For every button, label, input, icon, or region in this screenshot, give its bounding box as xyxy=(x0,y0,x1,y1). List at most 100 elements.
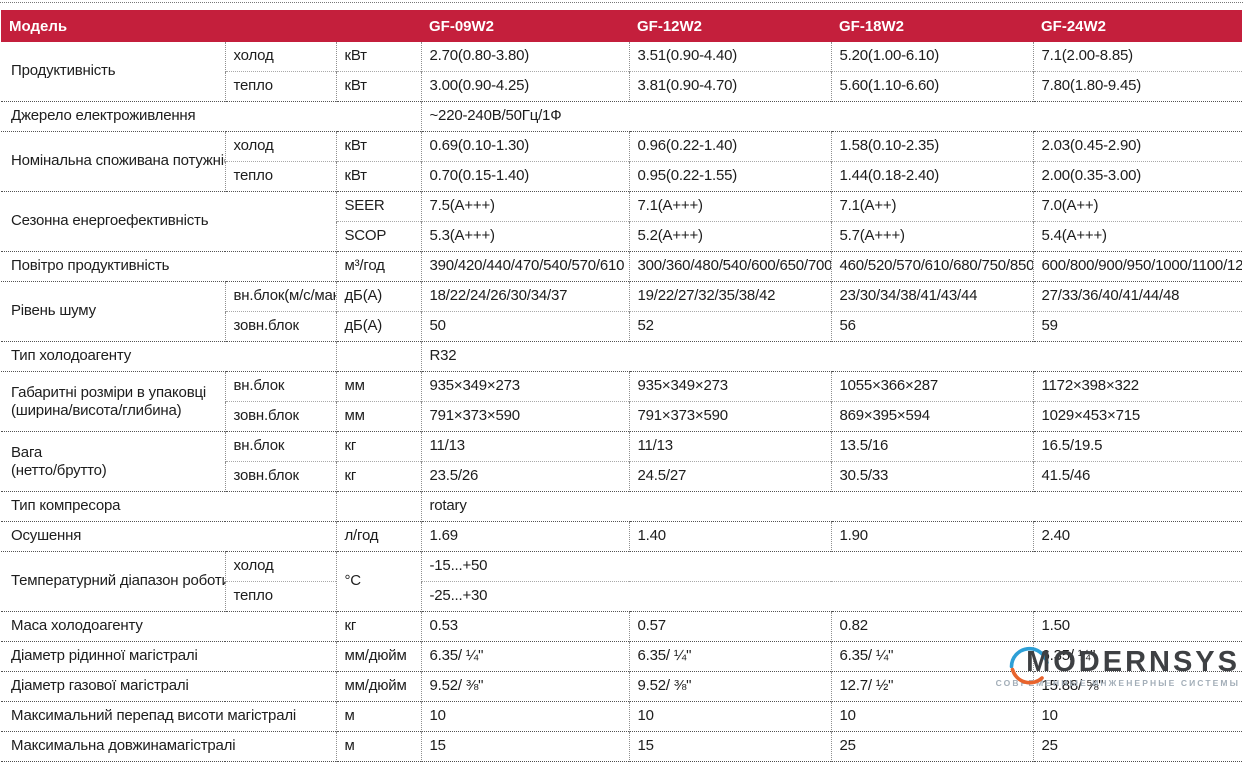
unit-label: SCOP xyxy=(335,221,421,252)
value-cell: 15 xyxy=(420,731,629,762)
value-cell: 19/22/27/32/35/38/42 xyxy=(628,281,831,312)
value-cell: 1055×366×287 xyxy=(830,371,1033,402)
value-cell: 24.5/27 xyxy=(628,461,831,492)
param-name: Джерело електроживлення xyxy=(1,101,421,132)
value-cell: 869×395×594 xyxy=(830,401,1033,432)
param-name: Тип холодоагенту xyxy=(1,341,336,372)
sub-label: тепло xyxy=(224,161,336,192)
unit-label: кг xyxy=(335,461,421,492)
value-cell: 27/33/36/40/41/44/48 xyxy=(1032,281,1242,312)
value-cell: 3.00(0.90-4.25) xyxy=(420,71,629,102)
unit-label: мм xyxy=(335,371,421,402)
value-cell: 23/30/34/38/41/43/44 xyxy=(830,281,1033,312)
value-cell: 300/360/480/540/600/650/700 xyxy=(628,251,831,282)
row-max-height-difference: Максимальний перепад висоти магістралі м… xyxy=(1,701,1242,732)
value-cell: 6.35/ ¼" xyxy=(628,641,831,672)
value-cell: 10 xyxy=(830,701,1033,732)
value-cell: 7.1(A++) xyxy=(830,191,1033,222)
table-header-row: Модель GF-09W2 GF-12W2 GF-18W2 GF-24W2 xyxy=(1,10,1242,42)
unit-label: дБ(А) xyxy=(335,281,421,312)
model-header-gf18w2: GF-18W2 xyxy=(831,10,1033,42)
model-header-gf24w2: GF-24W2 xyxy=(1033,10,1242,42)
param-name: Осушення xyxy=(1,521,336,552)
row-scop: SCOP 5.3(A+++) 5.2(A+++) 5.7(A+++) 5.4(A… xyxy=(1,221,1242,252)
value-cell: 2.70(0.80-3.80) xyxy=(420,42,629,72)
row-compressor-type: Тип компресора rotary xyxy=(1,491,1242,522)
value-cell: 5.20(1.00-6.10) xyxy=(830,42,1033,72)
value-cell: 935×349×273 xyxy=(628,371,831,402)
value-cell: 6.35/ ¼" xyxy=(420,641,629,672)
logo-ring-blue-arc xyxy=(1009,646,1049,669)
value-cell: 1029×453×715 xyxy=(1032,401,1242,432)
value-cell: 56 xyxy=(830,311,1033,342)
value-cell: ~220-240В/50Гц/1Ф xyxy=(420,101,1242,132)
param-name-line1: Вага xyxy=(11,444,43,462)
param-name-line2: (нетто/брутто) xyxy=(11,461,107,479)
param-name: Температурний діапазон роботи xyxy=(1,551,225,612)
value-cell: -25...+30 xyxy=(420,581,1242,612)
logo-wordmark: MODERNSYS xyxy=(1026,646,1240,678)
unit-label: м xyxy=(335,731,421,762)
value-cell: 0.53 xyxy=(420,611,629,642)
param-name-line1: Габаритні розміри в упаковці xyxy=(11,384,206,402)
value-cell: R32 xyxy=(420,341,1242,372)
sub-label: вн.блок(м/с/мак) xyxy=(224,281,336,312)
value-cell: 10 xyxy=(1032,701,1242,732)
row-temp-range-heat: тепло -25...+30 xyxy=(1,581,1242,612)
row-productivity-heat: тепло кВт 3.00(0.90-4.25) 3.81(0.90-4.70… xyxy=(1,71,1242,102)
unit-label: SEER xyxy=(335,191,421,222)
value-cell: 3.51(0.90-4.40) xyxy=(628,42,831,72)
value-cell: 30.5/33 xyxy=(830,461,1033,492)
value-cell: 1.50 xyxy=(1032,611,1242,642)
value-cell: 18/22/24/26/30/34/37 xyxy=(420,281,629,312)
unit-label: кг xyxy=(335,431,421,462)
param-name: Рівень шуму xyxy=(1,281,225,342)
value-cell: 13.5/16 xyxy=(830,431,1033,462)
value-cell: 7.1(2.00-8.85) xyxy=(1032,42,1242,72)
value-cell: 791×373×590 xyxy=(420,401,629,432)
sub-label: холод xyxy=(224,131,336,162)
sub-label: зовн.блок xyxy=(224,311,336,342)
value-cell: 460/520/570/610/680/750/850 xyxy=(830,251,1033,282)
row-temp-range-cold: Температурний діапазон роботи холод °С -… xyxy=(1,551,1242,612)
sub-label: зовн.блок xyxy=(224,401,336,432)
value-cell: 5.2(A+++) xyxy=(628,221,831,252)
value-cell: 7.5(A+++) xyxy=(420,191,629,222)
unit-label: кВт xyxy=(335,42,421,72)
top-divider xyxy=(0,2,1243,3)
param-name: Тип компресора xyxy=(1,491,336,522)
sub-label: тепло xyxy=(224,71,336,102)
row-nominal-power-heat: тепло кВт 0.70(0.15-1.40) 0.95(0.22-1.55… xyxy=(1,161,1242,192)
row-refrigerant-type: Тип холодоагенту R32 xyxy=(1,341,1242,372)
unit-label: кВт xyxy=(335,161,421,192)
value-cell: 0.70(0.15-1.40) xyxy=(420,161,629,192)
value-cell: 0.57 xyxy=(628,611,831,642)
row-noise-indoor: Рівень шуму вн.блок(м/с/мак) дБ(А) 18/22… xyxy=(1,281,1242,342)
row-airflow: Повітро продуктивність м³/год 390/420/44… xyxy=(1,251,1242,282)
value-cell: 16.5/19.5 xyxy=(1032,431,1242,462)
unit-label: кВт xyxy=(335,71,421,102)
value-cell: 11/13 xyxy=(628,431,831,462)
param-name: Повітро продуктивність xyxy=(1,251,336,282)
row-productivity-cold: Продуктивність холод кВт 2.70(0.80-3.80)… xyxy=(1,42,1242,79)
value-cell: 0.95(0.22-1.55) xyxy=(628,161,831,192)
value-cell: 5.60(1.10-6.60) xyxy=(830,71,1033,102)
value-cell: -15...+50 xyxy=(420,551,1242,582)
model-header-gf09w2: GF-09W2 xyxy=(421,10,629,42)
unit-label: м³/год xyxy=(335,251,421,282)
value-cell: 10 xyxy=(628,701,831,732)
param-name: Продуктивність xyxy=(11,62,116,80)
value-cell: 23.5/26 xyxy=(420,461,629,492)
row-liquid-pipe-diameter: Діаметр рідинної магістралі мм/дюйм 6.35… xyxy=(1,641,1242,672)
unit-label: кг xyxy=(335,611,421,642)
unit-label: м xyxy=(335,701,421,732)
value-cell: 50 xyxy=(420,311,629,342)
value-cell: 52 xyxy=(628,311,831,342)
empty-unit-cell xyxy=(335,491,421,522)
param-name: Маса холодоагенту xyxy=(1,611,336,642)
row-dimensions-indoor: Габаритні розміри в упаковці (ширина/вис… xyxy=(1,371,1242,432)
sub-label: вн.блок xyxy=(224,431,336,462)
value-cell: 0.69(0.10-1.30) xyxy=(420,131,629,162)
value-cell: 1172×398×322 xyxy=(1032,371,1242,402)
value-cell: 1.58(0.10-2.35) xyxy=(830,131,1033,162)
